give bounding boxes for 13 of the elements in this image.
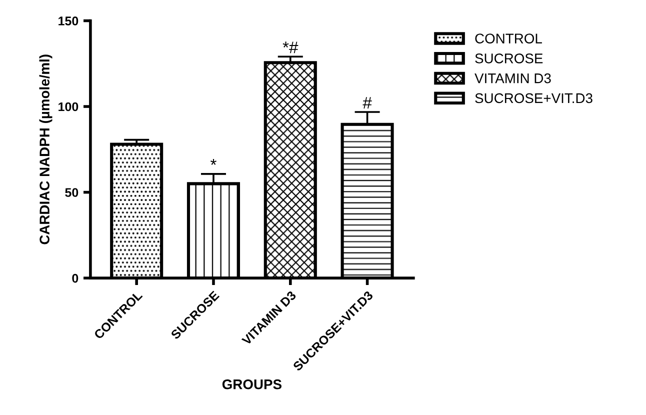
y-axis-title: CARDIAC NADPH (µmole/ml) [39,54,52,244]
annotation: *# [282,42,298,54]
y-tick-label: 100 [58,102,78,112]
legend-label: VITAMIN D3 [474,73,551,84]
y-tick-label: 150 [58,16,78,26]
annotation: * [210,159,216,165]
y-tick-label: 50 [65,188,78,197]
legend-label: SUCROSE [475,54,543,64]
legend-label: SUCROSE+VIT.D3 [475,93,592,104]
legend-label: CONTROL [475,34,542,44]
y-tick-label: 0 [72,274,78,283]
x-axis-title: GROUPS [222,379,282,390]
annotation: # [362,97,372,109]
